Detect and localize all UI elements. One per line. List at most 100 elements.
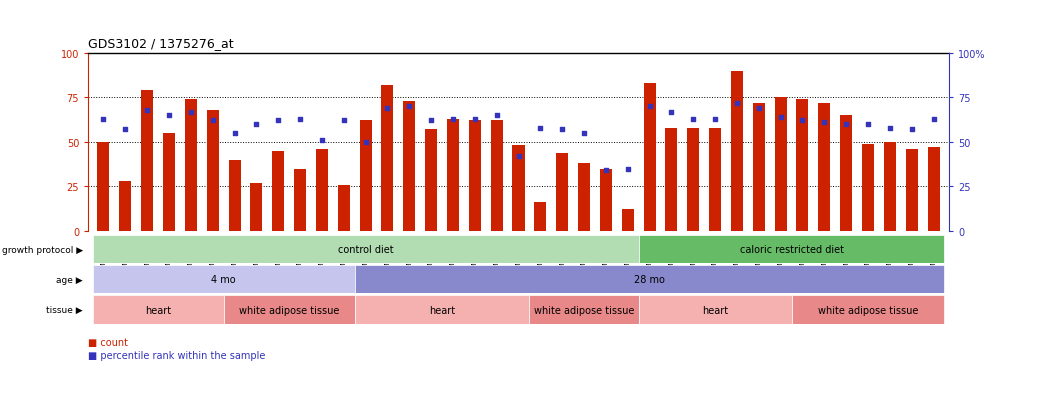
Bar xyxy=(141,91,153,231)
Bar xyxy=(644,84,655,231)
Bar xyxy=(530,296,639,324)
Text: ■ percentile rank within the sample: ■ percentile rank within the sample xyxy=(88,350,265,360)
Bar xyxy=(403,102,415,231)
Point xyxy=(95,116,112,123)
Bar xyxy=(338,185,349,231)
Bar xyxy=(731,71,742,231)
Bar xyxy=(709,128,721,231)
Bar xyxy=(250,183,262,231)
Text: tissue ▶: tissue ▶ xyxy=(47,305,83,314)
Bar xyxy=(163,134,175,231)
Bar xyxy=(534,203,546,231)
Point xyxy=(532,125,549,132)
Bar xyxy=(97,142,110,231)
Point xyxy=(881,125,898,132)
Point xyxy=(707,116,724,123)
Point xyxy=(816,120,833,126)
Bar xyxy=(578,164,590,231)
Point xyxy=(401,104,418,110)
Point xyxy=(445,116,461,123)
Bar xyxy=(688,128,699,231)
Bar xyxy=(224,296,355,324)
Bar xyxy=(425,130,438,231)
Point xyxy=(183,109,199,116)
Bar xyxy=(228,160,241,231)
Bar xyxy=(206,111,219,231)
Text: control diet: control diet xyxy=(338,244,393,254)
Point xyxy=(576,131,592,137)
Bar xyxy=(469,121,481,231)
Bar xyxy=(666,128,677,231)
Bar xyxy=(791,296,945,324)
Point xyxy=(685,116,702,123)
Text: ■ count: ■ count xyxy=(88,337,129,347)
Bar xyxy=(599,169,612,231)
Bar xyxy=(639,296,791,324)
Point xyxy=(139,107,156,114)
Point xyxy=(248,121,264,128)
Point xyxy=(313,138,330,144)
Point xyxy=(860,121,876,128)
Point xyxy=(903,127,920,133)
Point xyxy=(510,153,527,160)
Point xyxy=(838,121,854,128)
Point xyxy=(663,109,679,116)
Point xyxy=(335,118,352,124)
Point xyxy=(161,113,177,119)
Point xyxy=(641,104,657,110)
Point xyxy=(270,118,286,124)
Point xyxy=(380,105,396,112)
Bar xyxy=(753,103,765,231)
Text: GDS3102 / 1375276_at: GDS3102 / 1375276_at xyxy=(88,37,233,50)
Text: heart: heart xyxy=(145,305,171,315)
Bar xyxy=(382,85,393,231)
Text: 4 mo: 4 mo xyxy=(212,275,235,285)
Text: caloric restricted diet: caloric restricted diet xyxy=(739,244,843,254)
Bar xyxy=(622,210,634,231)
Bar xyxy=(905,150,918,231)
Bar xyxy=(556,153,568,231)
Bar xyxy=(447,119,459,231)
Bar xyxy=(884,142,896,231)
Bar xyxy=(92,235,639,263)
Point xyxy=(729,100,746,107)
Bar xyxy=(775,98,787,231)
Bar xyxy=(862,144,874,231)
Text: white adipose tissue: white adipose tissue xyxy=(818,305,918,315)
Text: growth protocol ▶: growth protocol ▶ xyxy=(2,245,83,254)
Bar xyxy=(512,146,525,231)
Point xyxy=(117,127,134,133)
Bar xyxy=(639,235,945,263)
Point xyxy=(204,118,221,124)
Text: white adipose tissue: white adipose tissue xyxy=(239,305,339,315)
Bar xyxy=(796,100,809,231)
Bar xyxy=(355,266,945,294)
Bar xyxy=(840,116,852,231)
Point xyxy=(423,118,440,124)
Point xyxy=(597,168,614,174)
Point xyxy=(488,113,505,119)
Point xyxy=(794,118,811,124)
Bar xyxy=(119,182,132,231)
Bar xyxy=(295,169,306,231)
Point xyxy=(554,127,570,133)
Bar xyxy=(185,100,197,231)
Point xyxy=(925,116,942,123)
Bar xyxy=(360,121,371,231)
Bar xyxy=(272,152,284,231)
Point xyxy=(773,114,789,121)
Bar xyxy=(491,121,503,231)
Bar xyxy=(92,266,355,294)
Point xyxy=(619,166,636,173)
Point xyxy=(358,139,374,146)
Text: heart: heart xyxy=(429,305,455,315)
Bar xyxy=(927,148,940,231)
Point xyxy=(751,105,767,112)
Point xyxy=(467,116,483,123)
Text: 28 mo: 28 mo xyxy=(635,275,665,285)
Bar xyxy=(92,296,224,324)
Bar xyxy=(316,150,328,231)
Text: age ▶: age ▶ xyxy=(56,275,83,284)
Point xyxy=(291,116,308,123)
Bar xyxy=(818,103,831,231)
